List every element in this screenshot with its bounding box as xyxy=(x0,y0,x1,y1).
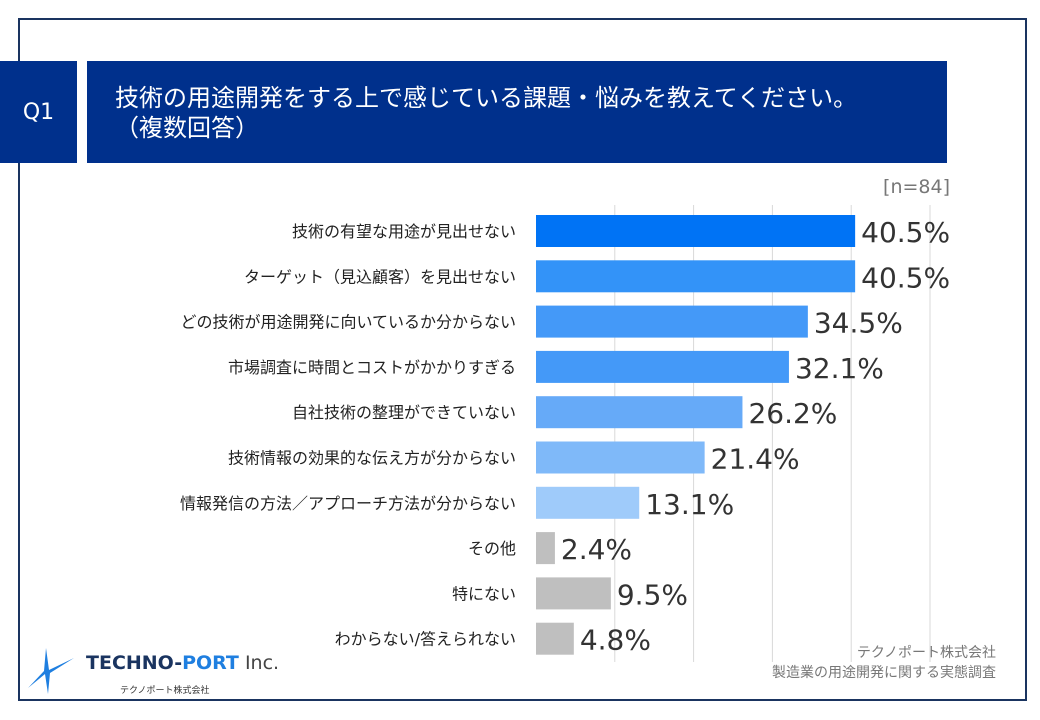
value-label: 2.4% xyxy=(561,533,632,566)
category-label: わからない/答えられない xyxy=(335,630,516,649)
source-note: テクノポート株式会社 製造業の用途開発に関する実態調査 xyxy=(772,643,996,683)
value-label: 40.5% xyxy=(861,261,950,294)
source-company: テクノポート株式会社 xyxy=(856,645,996,661)
bar xyxy=(536,305,808,338)
chart-frame xyxy=(18,18,1027,701)
category-label: どの技術が用途開発に向いているか分からない xyxy=(180,313,516,332)
bar xyxy=(536,441,705,474)
logo-part-a: TECHNO- xyxy=(86,652,183,674)
bar xyxy=(536,486,640,519)
value-label: 13.1% xyxy=(645,488,734,521)
bar xyxy=(536,532,555,565)
category-label: 自社技術の整理ができていない xyxy=(292,403,516,422)
value-label: 32.1% xyxy=(795,352,884,385)
category-label: 情報発信の方法／アプローチ方法が分からない xyxy=(180,494,516,513)
sample-size: [n=84] xyxy=(883,176,950,198)
category-label: 技術の有望な用途が見出せない xyxy=(292,222,516,241)
logo-part-b: PORT xyxy=(182,652,239,674)
question-number: Q1 xyxy=(0,61,77,163)
logo-part-c: Inc. xyxy=(238,652,280,674)
title-line-2: （複数回答） xyxy=(115,114,259,142)
question-title: 技術の用途開発をする上で感じている課題・悩みを教えてください。 （複数回答） xyxy=(87,61,947,163)
category-label: 技術情報の効果的な伝え方が分からない xyxy=(228,449,516,468)
value-label: 21.4% xyxy=(711,443,800,476)
source-survey: 製造業の用途開発に関する実態調査 xyxy=(772,665,996,681)
bar xyxy=(536,577,611,610)
logo-subtitle: テクノポート株式会社 xyxy=(120,686,210,696)
title-line-1: 技術の用途開発をする上で感じている課題・悩みを教えてください。 xyxy=(115,84,858,112)
bar xyxy=(536,215,856,247)
bar xyxy=(536,622,574,655)
value-label: 40.5% xyxy=(861,216,950,249)
value-label: 4.8% xyxy=(580,624,651,657)
category-label: 市場調査に時間とコストがかかりすぎる xyxy=(228,358,516,377)
value-label: 26.2% xyxy=(748,397,837,430)
logo-star-icon xyxy=(28,648,74,694)
bar xyxy=(536,260,856,293)
category-label: その他 xyxy=(468,539,516,558)
bar xyxy=(536,396,743,429)
bar xyxy=(536,350,789,383)
value-label: 34.5% xyxy=(814,307,903,340)
category-label: 特にない xyxy=(452,584,516,603)
company-logo: TECHNO-PORT Inc. xyxy=(86,652,279,674)
category-label: ターゲット（見込顧客）を見出せない xyxy=(244,267,516,286)
value-label: 9.5% xyxy=(617,578,688,611)
